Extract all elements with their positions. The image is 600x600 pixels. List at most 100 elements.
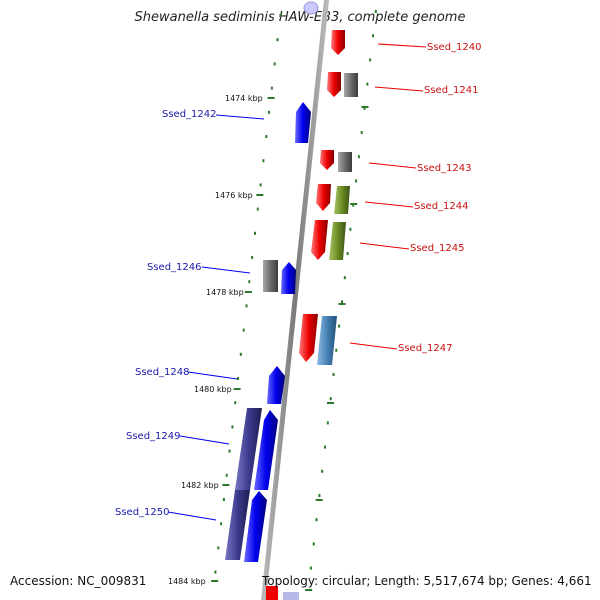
leader-line-ssed-1241 bbox=[374, 86, 424, 92]
ruler-tick bbox=[352, 203, 355, 207]
ruler-tick bbox=[341, 300, 343, 304]
gene-label-ssed-1246[interactable]: Ssed_1246 bbox=[147, 262, 202, 273]
leader-line-ssed-1245 bbox=[359, 242, 410, 250]
gene-feature-ssed-1240[interactable] bbox=[331, 30, 345, 55]
ruler-tick bbox=[279, 14, 282, 17]
ruler-tick bbox=[349, 227, 352, 231]
gene-feature-ssed-1242[interactable] bbox=[295, 102, 311, 143]
ruler-tick bbox=[248, 280, 251, 284]
ruler-tick bbox=[366, 82, 369, 86]
ruler-tick bbox=[214, 570, 217, 574]
ruler-tick bbox=[374, 10, 377, 13]
ruler-tick bbox=[321, 469, 324, 473]
gene-label-ssed-1245[interactable]: Ssed_1245 bbox=[410, 243, 465, 254]
backbone-bottom-red-marker bbox=[266, 586, 278, 600]
gene-feature-ssed-1250-blue[interactable] bbox=[244, 491, 267, 562]
ruler-tick bbox=[318, 494, 321, 497]
ruler-ticks-left bbox=[211, 14, 282, 582]
ruler-tick bbox=[324, 445, 326, 449]
gene-feature-ssed-1246-blue[interactable] bbox=[281, 262, 296, 294]
ruler-major-tick bbox=[305, 589, 313, 591]
gene-label-ssed-1249[interactable]: Ssed_1249 bbox=[126, 431, 181, 442]
ruler-tick bbox=[222, 498, 225, 501]
ruler-tick bbox=[268, 110, 271, 114]
ruler-tick bbox=[256, 207, 259, 211]
gene-label-ssed-1242[interactable]: Ssed_1242 bbox=[162, 109, 217, 120]
ruler-tick bbox=[217, 546, 220, 550]
leader-line-ssed-1244 bbox=[364, 201, 414, 208]
gene-label-ssed-1240[interactable]: Ssed_1240 bbox=[427, 42, 482, 53]
gene-feature-ssed-1243-red[interactable] bbox=[320, 150, 334, 170]
gene-feature-ssed-1249-slate[interactable] bbox=[235, 408, 262, 490]
gene-feature-ssed-1241-gray[interactable] bbox=[344, 73, 358, 97]
ruler-tick bbox=[273, 62, 276, 66]
gene-label-ssed-1241[interactable]: Ssed_1241 bbox=[424, 85, 479, 96]
gene-feature-ssed-1250-slate[interactable] bbox=[225, 490, 250, 560]
leader-line-ssed-1249 bbox=[179, 435, 230, 445]
ruler-tick bbox=[220, 522, 223, 526]
gene-label-ssed-1250[interactable]: Ssed_1250 bbox=[115, 507, 170, 518]
ruler-major-tick bbox=[361, 106, 369, 108]
ruler-tick bbox=[242, 328, 245, 332]
gene-feature-ssed-1246-gray[interactable] bbox=[263, 260, 278, 292]
ruler-tick bbox=[329, 397, 332, 401]
gene-label-ssed-1248[interactable]: Ssed_1248 bbox=[135, 367, 190, 378]
gene-label-ssed-1247[interactable]: Ssed_1247 bbox=[398, 343, 453, 354]
ruler-tick bbox=[326, 421, 329, 425]
kbp-label-1476: 1476 kbp bbox=[215, 191, 253, 200]
ruler-tick bbox=[363, 106, 366, 110]
ruler-tick bbox=[332, 373, 335, 376]
gene-feature-ssed-1243-gray[interactable] bbox=[338, 152, 352, 172]
topology-summary: Topology: circular; Length: 5,517,674 bp… bbox=[262, 574, 592, 588]
ruler-tick bbox=[254, 231, 256, 235]
ruler-tick bbox=[228, 449, 231, 453]
leader-line-ssed-1250 bbox=[167, 511, 217, 521]
ruler-tick bbox=[262, 159, 265, 163]
gene-feature-ssed-1248[interactable] bbox=[267, 366, 285, 404]
ruler-tick bbox=[239, 352, 242, 356]
ruler-major-tick bbox=[315, 499, 323, 501]
gene-feature-ssed-1241-red[interactable] bbox=[327, 72, 341, 97]
ruler-tick bbox=[276, 38, 279, 42]
ruler-major-tick bbox=[233, 388, 241, 390]
ruler-major-tick bbox=[222, 484, 230, 486]
ruler-major-tick bbox=[256, 194, 264, 196]
gene-feature-ssed-1244-red[interactable] bbox=[316, 184, 331, 211]
gene-feature-ssed-1244-olive[interactable] bbox=[334, 186, 350, 214]
leader-line-ssed-1242 bbox=[215, 114, 265, 120]
gene-feature-ssed-1245-olive[interactable] bbox=[329, 222, 346, 260]
ruler-tick bbox=[231, 425, 234, 429]
kbp-label-1484: 1484 kbp bbox=[168, 577, 206, 586]
leader-line-ssed-1248 bbox=[187, 371, 238, 380]
gene-label-ssed-1244[interactable]: Ssed_1244 bbox=[414, 201, 469, 212]
ruler-tick bbox=[372, 34, 374, 38]
ruler-tick bbox=[369, 58, 372, 62]
ruler-tick bbox=[265, 135, 268, 138]
gene-feature-ssed-1249-blue[interactable] bbox=[254, 410, 278, 490]
ruler-tick bbox=[355, 179, 358, 183]
ruler-major-tick bbox=[244, 291, 252, 293]
ruler-major-tick bbox=[338, 303, 346, 305]
gene-feature-ssed-1247-steel[interactable] bbox=[317, 316, 337, 365]
gene-feature-ssed-1247-red[interactable] bbox=[299, 314, 318, 362]
ruler-tick bbox=[270, 86, 273, 90]
chromosome-backbone bbox=[261, 0, 329, 600]
ruler-tick bbox=[357, 155, 360, 159]
leader-line-ssed-1243 bbox=[368, 162, 417, 169]
ruler-major-tick bbox=[211, 580, 219, 582]
ruler-tick bbox=[312, 542, 315, 546]
accession-text: Accession: NC_009831 bbox=[10, 574, 147, 588]
leader-line-ssed-1240 bbox=[377, 43, 427, 48]
ruler-major-tick bbox=[267, 97, 275, 99]
ruler-tick bbox=[251, 256, 254, 259]
kbp-label-1474: 1474 kbp bbox=[225, 94, 263, 103]
ruler-major-tick bbox=[327, 402, 334, 404]
backbone-top-marker bbox=[303, 1, 319, 15]
leader-line-ssed-1247 bbox=[349, 342, 398, 350]
ruler-tick bbox=[259, 183, 262, 187]
ruler-tick bbox=[309, 566, 312, 570]
gene-label-ssed-1243[interactable]: Ssed_1243 bbox=[417, 163, 472, 174]
ruler-tick bbox=[315, 518, 318, 522]
gene-feature-ssed-1245-red[interactable] bbox=[311, 220, 328, 260]
